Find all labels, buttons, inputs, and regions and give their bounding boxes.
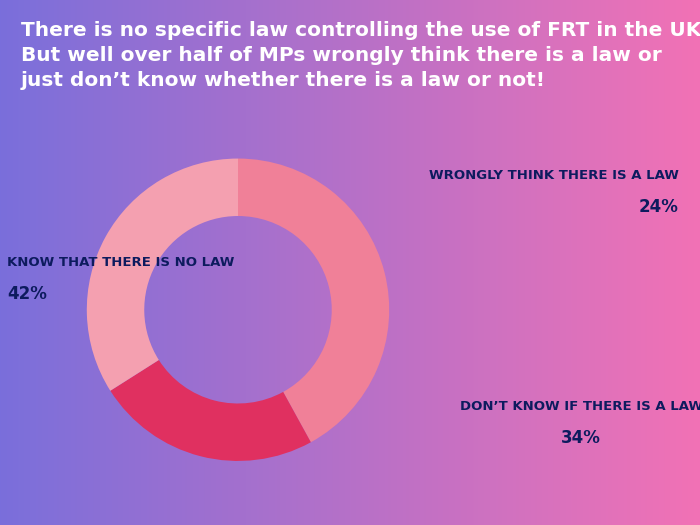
Wedge shape	[87, 159, 238, 391]
Text: 42%: 42%	[7, 285, 47, 303]
Text: There is no specific law controlling the use of FRT in the UK.
But well over hal: There is no specific law controlling the…	[21, 21, 700, 90]
Text: 24%: 24%	[639, 198, 679, 216]
Text: KNOW THAT THERE IS NO LAW: KNOW THAT THERE IS NO LAW	[7, 256, 234, 269]
Text: DON’T KNOW IF THERE IS A LAW: DON’T KNOW IF THERE IS A LAW	[459, 401, 700, 413]
Text: 34%: 34%	[561, 429, 601, 447]
Wedge shape	[111, 360, 311, 461]
Text: WRONGLY THINK THERE IS A LAW: WRONGLY THINK THERE IS A LAW	[429, 170, 679, 182]
Wedge shape	[238, 159, 389, 442]
